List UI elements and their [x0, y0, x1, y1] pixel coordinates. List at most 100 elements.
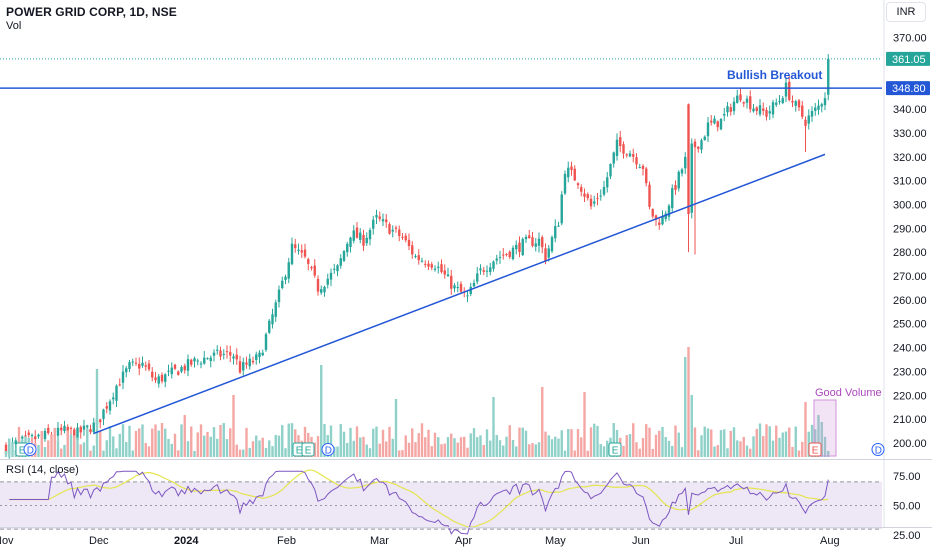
volume-bar — [151, 428, 154, 457]
candle-up — [222, 353, 225, 355]
volume-bar — [245, 427, 248, 457]
volume-bar — [446, 437, 450, 457]
volume-bar — [199, 424, 203, 457]
candle-down — [697, 146, 700, 149]
candle-up — [612, 152, 615, 164]
candle-up — [719, 118, 723, 130]
good-volume-box — [813, 399, 837, 457]
candle-up — [472, 282, 476, 287]
symbol-title[interactable]: POWER GRID CORP, 1D, NSE — [6, 5, 177, 19]
candle-up — [495, 258, 498, 261]
candle-up — [794, 101, 797, 106]
candle-up — [437, 266, 440, 269]
candle-up — [723, 113, 726, 116]
volume-bar — [671, 445, 674, 457]
volume-bar — [495, 434, 498, 457]
candle-down — [229, 352, 232, 356]
price-tick-label: 260.00 — [893, 295, 927, 307]
volume-bar — [147, 446, 151, 457]
candle-up — [560, 194, 563, 224]
volume-bar — [580, 437, 583, 457]
earnings-marker — [608, 442, 622, 457]
candle-down — [105, 406, 108, 409]
candle-down — [658, 222, 661, 225]
volume-bar — [723, 429, 726, 457]
volume-bar — [76, 437, 79, 457]
candle-up — [258, 352, 261, 358]
volume-bar — [251, 441, 255, 457]
candle-down — [99, 419, 102, 423]
volume-bar — [752, 436, 755, 457]
volume-bar — [53, 427, 56, 457]
volume-bar — [238, 449, 242, 457]
last-price-label: 361.05 — [892, 54, 926, 66]
volume-bar — [349, 427, 352, 457]
candle-up — [115, 385, 118, 401]
candle-down — [316, 278, 320, 292]
volume-bar — [177, 450, 180, 457]
volume-bar — [196, 432, 199, 457]
earnings-marker-label: E — [812, 446, 819, 457]
volume-bar — [339, 424, 342, 457]
candle-up — [209, 357, 212, 362]
volume-bar — [352, 440, 355, 457]
candle-down — [411, 245, 414, 255]
volume-bar — [593, 423, 596, 457]
candle-down — [693, 141, 697, 148]
candle-up — [63, 425, 66, 432]
volume-bar — [375, 426, 378, 457]
good-volume-annotation: Good Volume — [815, 387, 882, 399]
candle-down — [576, 183, 580, 186]
volume-bar — [573, 450, 576, 457]
candle-up — [554, 226, 557, 239]
candle-up — [264, 334, 268, 350]
candle-up — [342, 251, 346, 261]
price-tick-label: 230.00 — [893, 366, 927, 378]
volume-bar — [456, 442, 459, 457]
volume-bar — [394, 399, 398, 457]
candle-up — [414, 256, 417, 258]
candle-up — [320, 289, 323, 293]
last-price-badge — [886, 51, 930, 66]
volume-bar — [398, 450, 401, 457]
currency-button[interactable]: INR — [886, 2, 926, 22]
candle-up — [775, 102, 778, 105]
volume-bar — [625, 435, 628, 457]
earnings-marker-label: E — [612, 446, 619, 457]
volume-bar — [628, 434, 632, 457]
candle-up — [336, 265, 339, 272]
price-tick-label: 270.00 — [893, 271, 927, 283]
volume-bar — [235, 444, 238, 457]
price-tick-label: 330.00 — [893, 128, 927, 140]
dividend-marker-label: D — [27, 446, 34, 457]
candle-up — [547, 248, 550, 258]
candle-down — [362, 234, 365, 246]
candle-up — [14, 440, 17, 445]
candle-down — [378, 216, 381, 219]
volume-bar — [794, 426, 797, 457]
candle-up — [524, 236, 528, 240]
candle-down — [310, 267, 313, 269]
candle-down — [147, 363, 151, 370]
volume-bar — [362, 436, 365, 457]
volume-bar — [180, 424, 183, 457]
candle-up — [433, 268, 437, 270]
candle-up — [186, 359, 190, 371]
volume-bar — [791, 447, 794, 457]
volume-bar — [424, 437, 427, 457]
volume-bar — [95, 369, 99, 457]
candle-down — [313, 265, 316, 276]
volume-bar — [443, 443, 446, 457]
candle-down — [355, 227, 359, 238]
volume-bar — [313, 442, 316, 457]
candle-down — [749, 96, 752, 110]
candle-up — [817, 105, 820, 110]
volume-bar — [784, 431, 788, 457]
candle-up — [602, 186, 606, 195]
volume-bar — [404, 435, 407, 457]
candle-up — [281, 280, 284, 289]
candle-up — [329, 272, 333, 280]
time-tick-label: May — [545, 535, 566, 547]
candle-up — [333, 268, 336, 270]
